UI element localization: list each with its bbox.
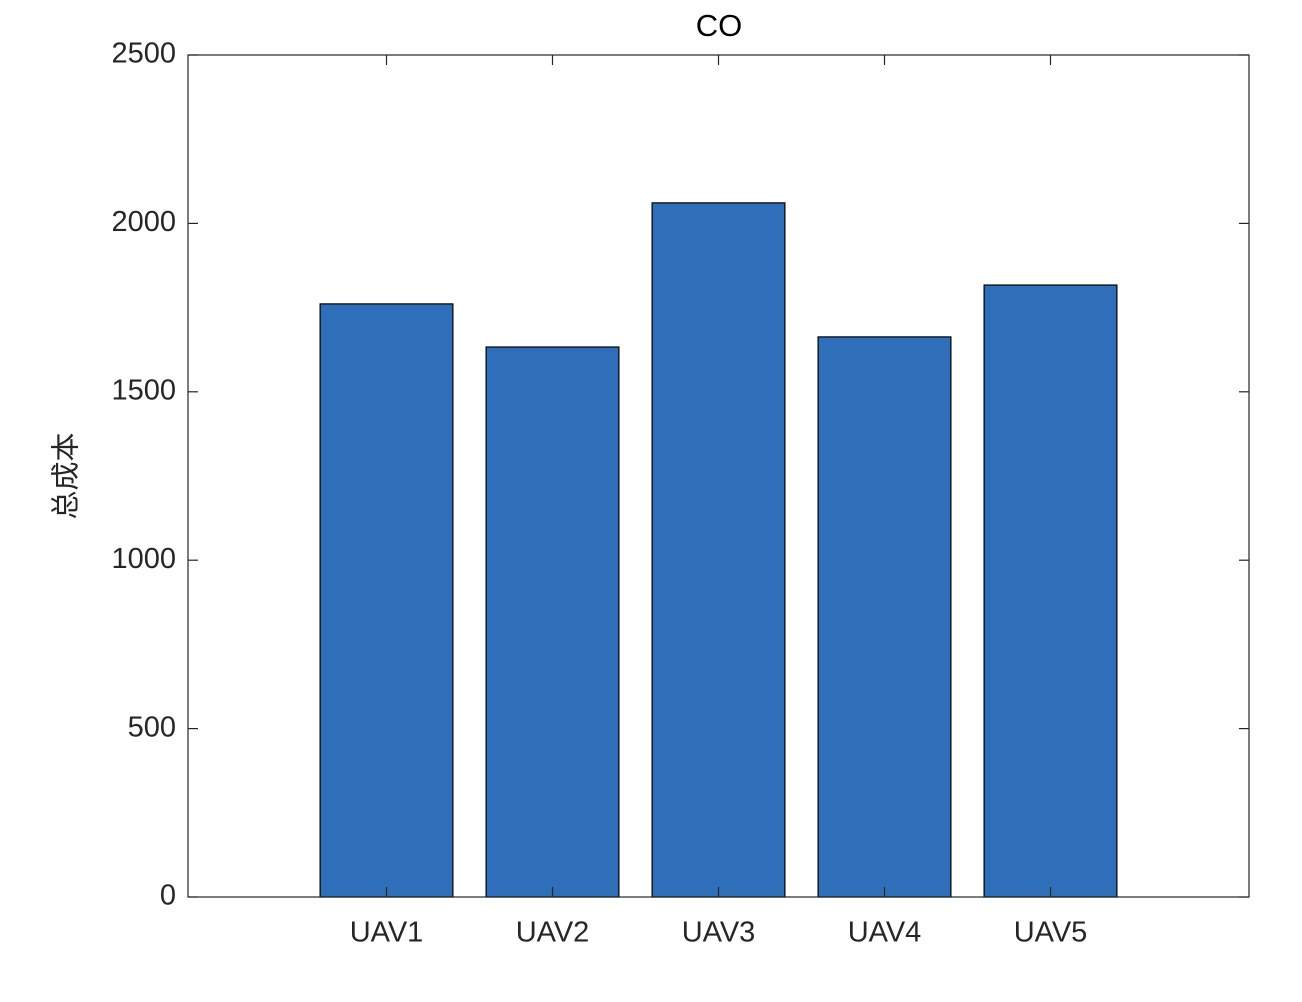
x-tick-label: UAV3 [682, 917, 756, 949]
y-tick-label: 2000 [111, 206, 176, 238]
bar [651, 202, 786, 898]
y-tick-label: 1000 [111, 543, 176, 575]
bar [319, 303, 454, 898]
x-tick-label: UAV4 [848, 917, 922, 949]
x-tick-label: UAV1 [350, 917, 424, 949]
y-tick-label: 1500 [111, 374, 176, 406]
plot-frame [187, 54, 1250, 898]
y-axis-label: 总成本 [50, 432, 83, 519]
y-tick-label: 2500 [111, 38, 176, 70]
x-tick-label: UAV5 [1014, 917, 1088, 949]
chart-title: CO [696, 8, 743, 43]
x-tick-label: UAV2 [516, 917, 590, 949]
bar [983, 284, 1118, 898]
y-tick-label: 500 [128, 711, 176, 743]
bar [485, 346, 620, 898]
bar [817, 336, 952, 898]
y-tick-label: 0 [160, 880, 176, 912]
